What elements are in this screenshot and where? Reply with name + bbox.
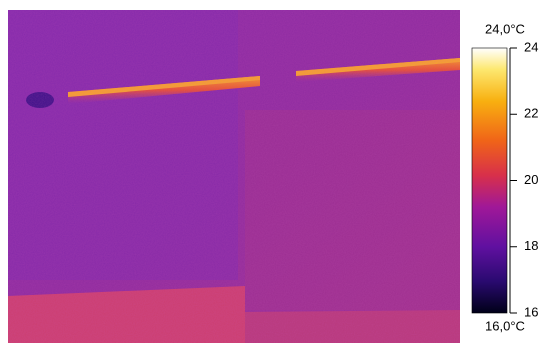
min-temp-label: 16,0°C [485,318,525,333]
tick-label: 16 [524,304,538,319]
tick-label: 24 [524,39,538,54]
color-scale [472,48,507,313]
tick-label: 22 [524,106,538,121]
max-temp-label: 24,0°C [485,21,525,36]
thermal-view: 24,0°C 16,0°C 16 18 20 22 24 [0,0,555,345]
scale-ticks: 16 18 20 22 24 [510,39,538,319]
tick-label: 20 [524,172,538,187]
tick-label: 18 [524,238,538,253]
thermal-image [8,10,460,343]
